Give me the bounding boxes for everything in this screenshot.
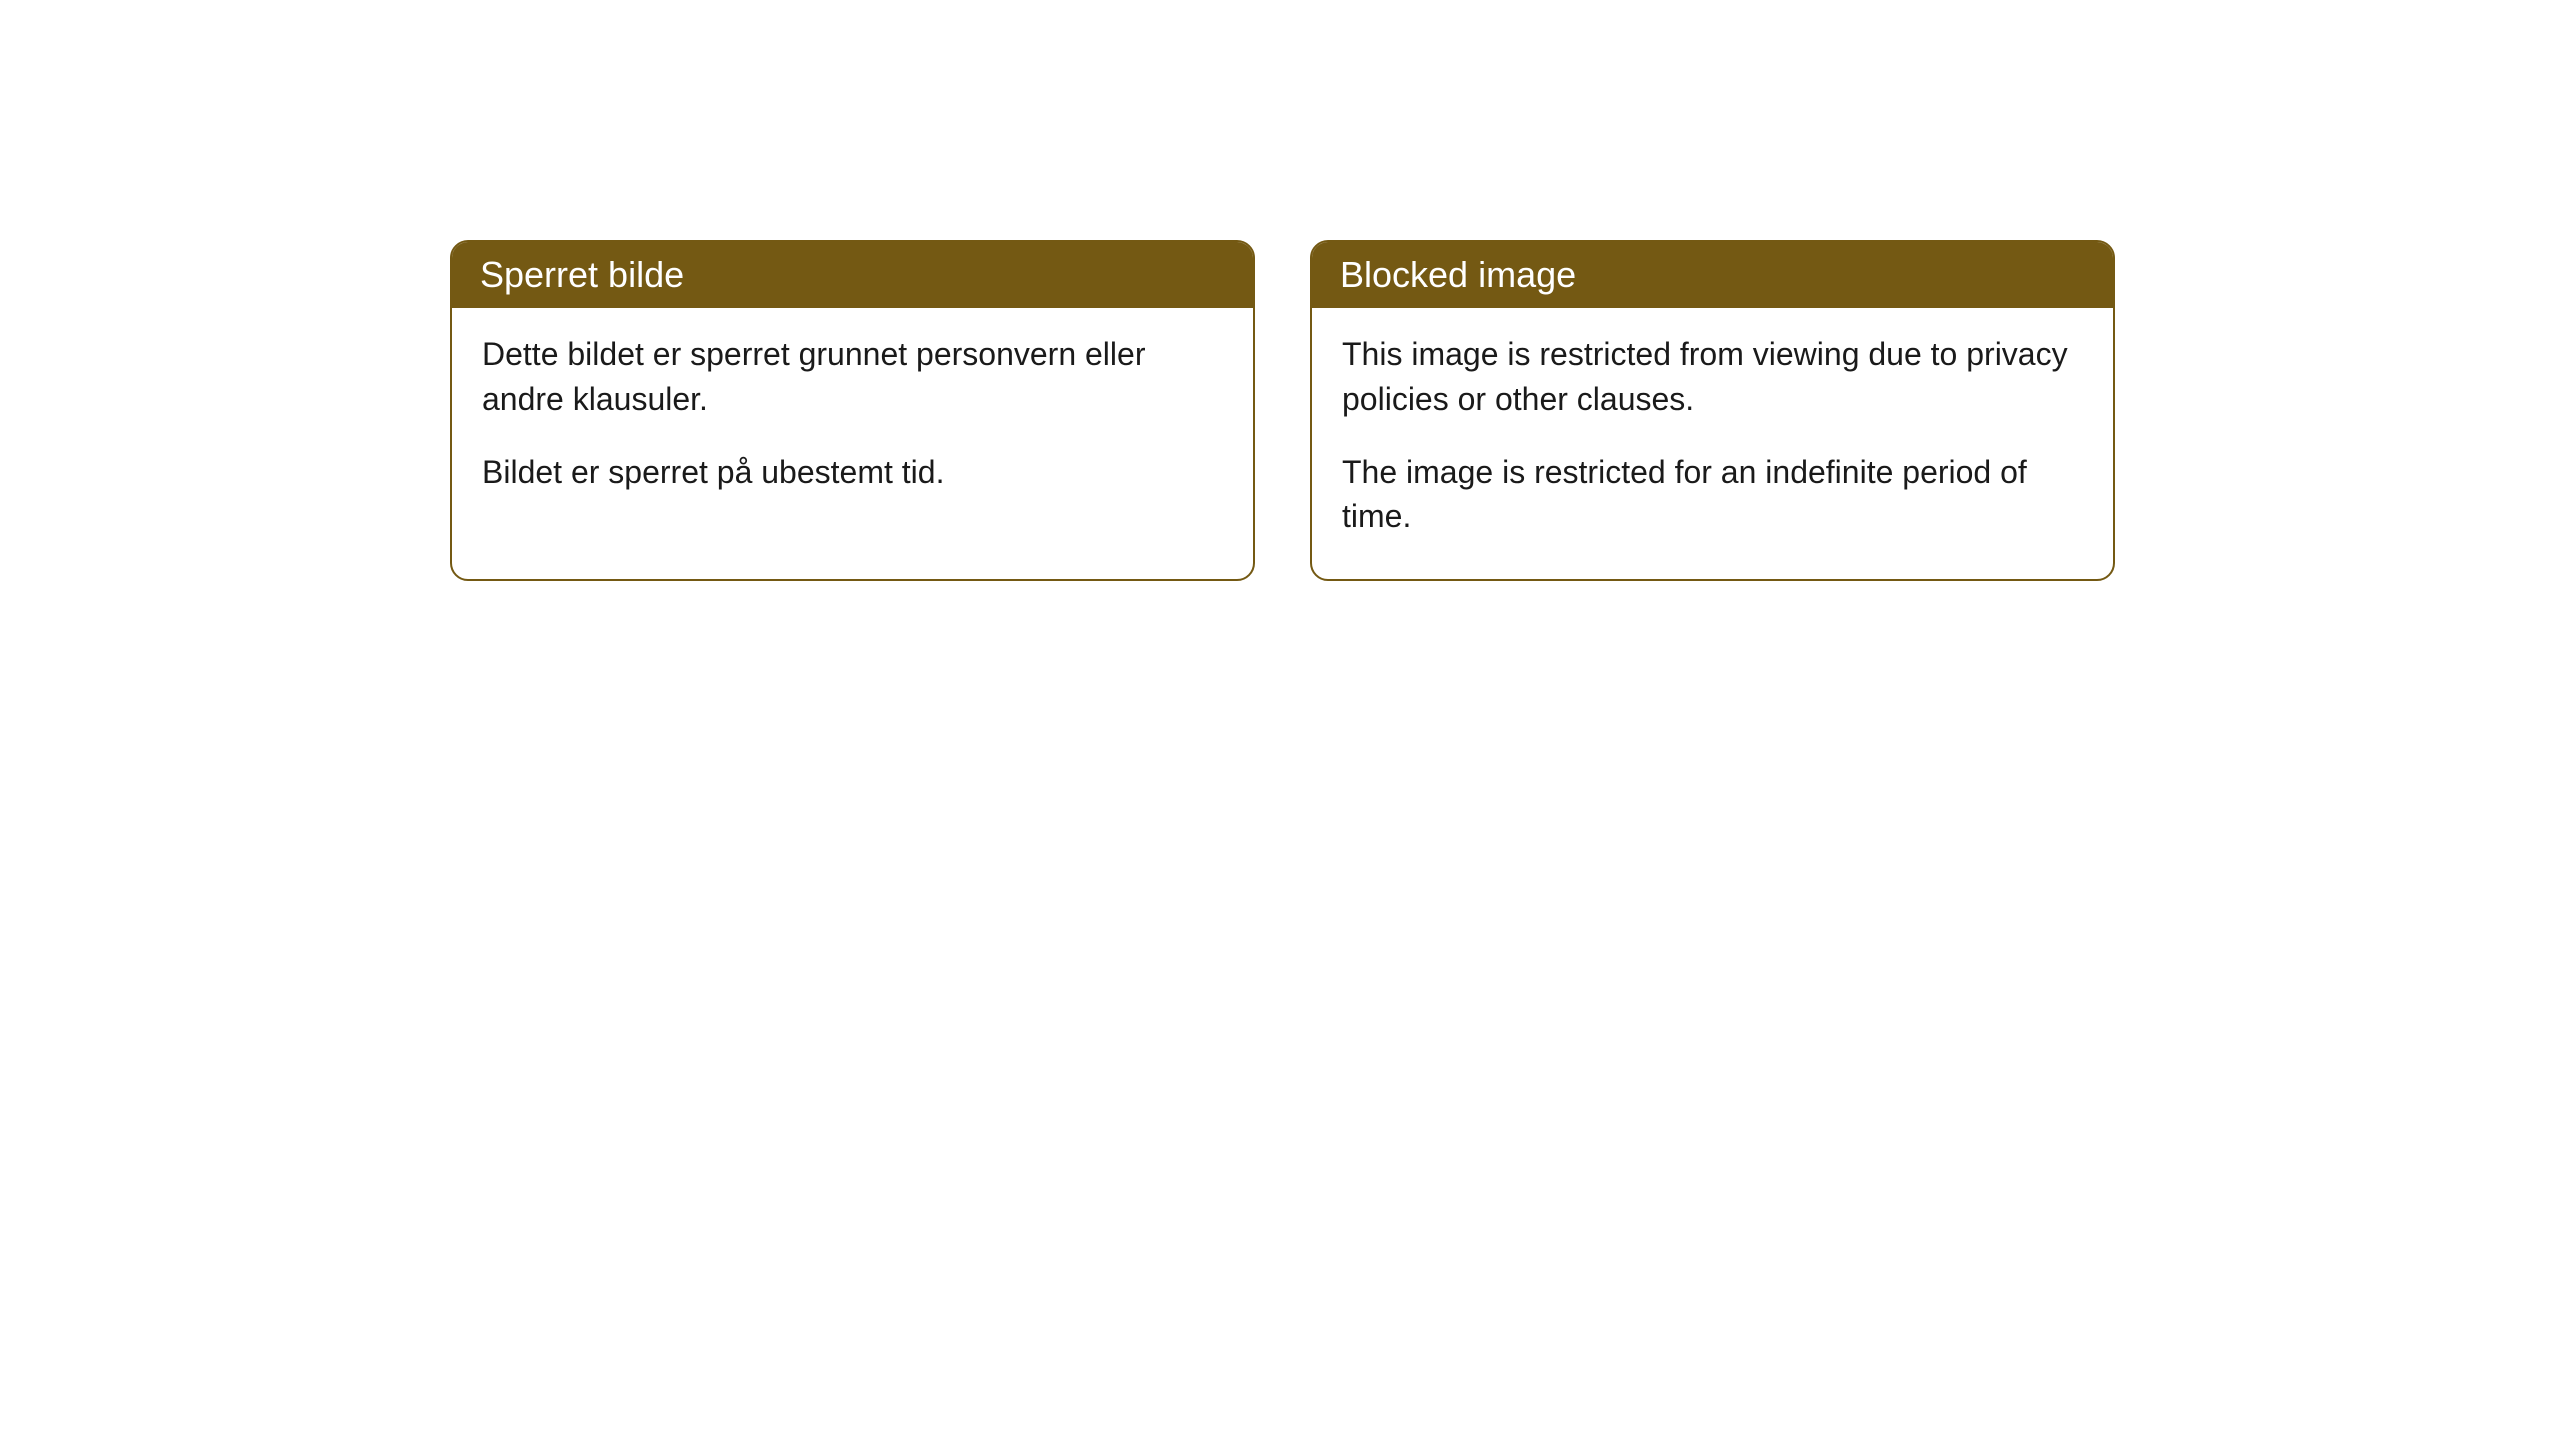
- card-paragraph: This image is restricted from viewing du…: [1342, 332, 2083, 422]
- card-header-english: Blocked image: [1312, 242, 2113, 308]
- card-paragraph: Bildet er sperret på ubestemt tid.: [482, 450, 1223, 495]
- card-paragraph: The image is restricted for an indefinit…: [1342, 450, 2083, 540]
- card-title: Blocked image: [1340, 254, 1576, 295]
- card-header-norwegian: Sperret bilde: [452, 242, 1253, 308]
- cards-container: Sperret bilde Dette bildet er sperret gr…: [0, 0, 2560, 581]
- card-title: Sperret bilde: [480, 254, 684, 295]
- card-body-norwegian: Dette bildet er sperret grunnet personve…: [452, 308, 1253, 534]
- card-english: Blocked image This image is restricted f…: [1310, 240, 2115, 581]
- card-norwegian: Sperret bilde Dette bildet er sperret gr…: [450, 240, 1255, 581]
- card-body-english: This image is restricted from viewing du…: [1312, 308, 2113, 579]
- card-paragraph: Dette bildet er sperret grunnet personve…: [482, 332, 1223, 422]
